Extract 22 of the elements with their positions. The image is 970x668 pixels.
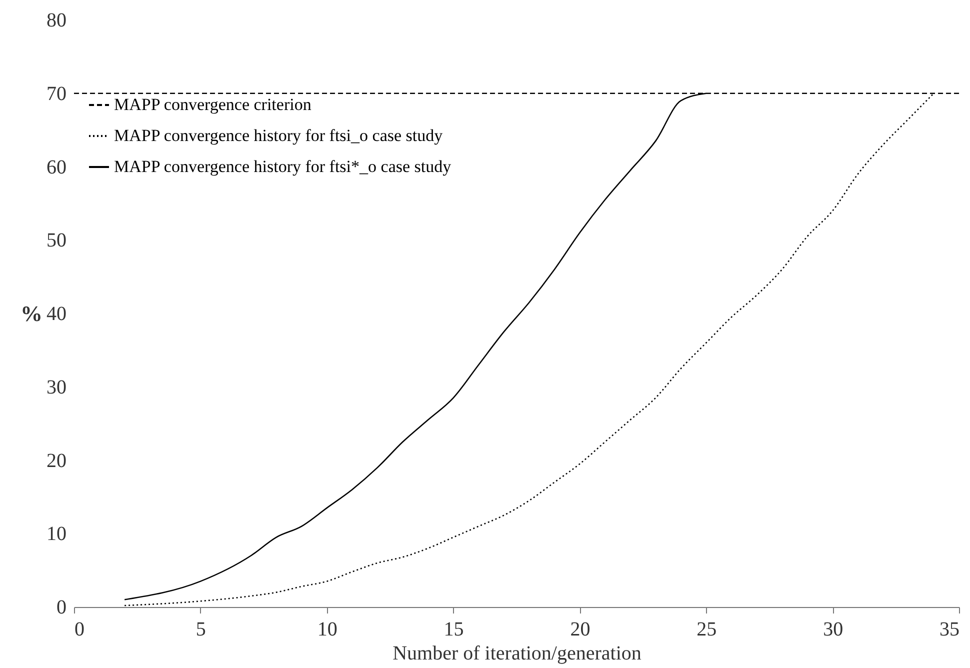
legend-label: MAPP convergence history for ftsi_o case study [114,126,444,145]
y-tick-label: 60 [46,156,66,178]
y-tick-label: 30 [46,376,66,398]
x-tick-label: 10 [317,618,338,640]
y-axis-title: % [20,301,42,326]
x-tick-label: 20 [570,618,590,640]
legend-label: MAPP convergence criterion [114,95,312,114]
x-tick-label: 15 [444,618,464,640]
y-tick-label: 80 [46,10,66,32]
x-tick-label: 25 [696,618,717,640]
x-tick-label: 0 [74,618,84,640]
x-tick-label: 30 [823,618,844,640]
y-tick-label: 10 [46,523,66,546]
x-tick-label: 35 [940,618,960,640]
y-tick-label: 70 [46,82,66,105]
y-tick-label: 0 [56,596,66,618]
y-tick-label: 40 [46,303,66,325]
y-tick-label: 50 [46,230,66,252]
x-axis-title: Number of iteration/generation [392,642,642,664]
legend-label: MAPP convergence history for ftsi*_o case study [114,157,452,176]
x-tick-label: 5 [196,618,206,640]
y-tick-label: 20 [46,450,66,472]
